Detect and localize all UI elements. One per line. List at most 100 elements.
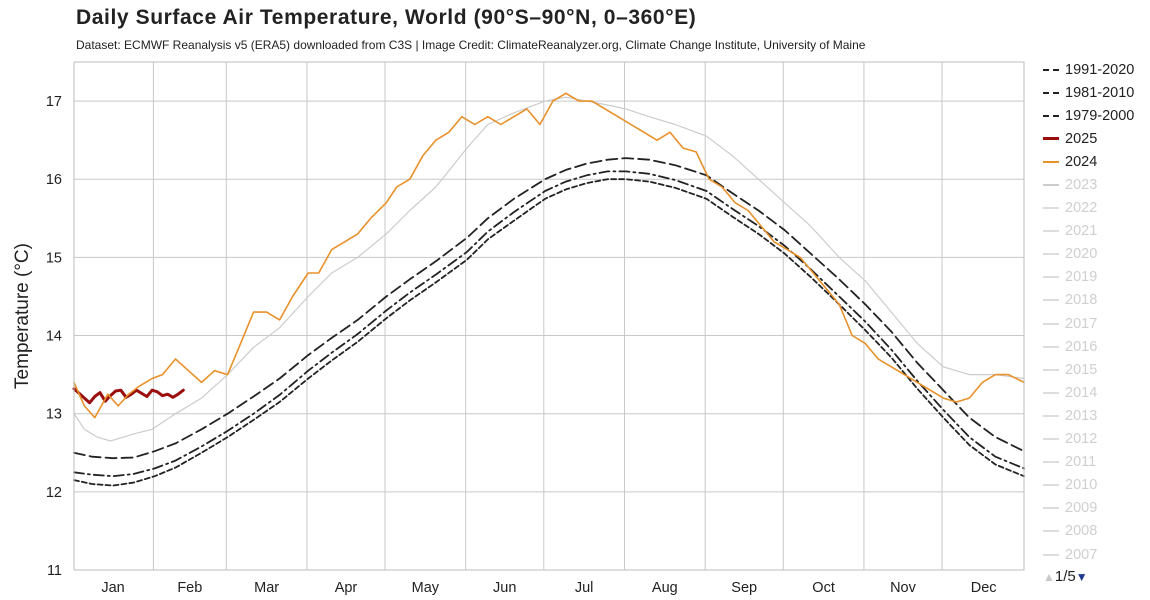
x-tick-label: Jan bbox=[101, 580, 124, 596]
legend-pager: ▲1/5▼ bbox=[1043, 568, 1088, 585]
legend-label: 2017 bbox=[1065, 315, 1098, 332]
legend-item-2024[interactable]: 2024 bbox=[1043, 150, 1150, 173]
series-line-1991-2020[interactable] bbox=[73, 157, 1025, 460]
x-tick-label: Oct bbox=[812, 580, 835, 596]
legend-swatch bbox=[1043, 137, 1059, 141]
chart-subtitle: Dataset: ECMWF Reanalysis v5 (ERA5) down… bbox=[76, 38, 866, 52]
legend-item-2016[interactable]: 2016 bbox=[1043, 335, 1150, 358]
legend-swatch bbox=[1043, 553, 1059, 556]
legend-item-2017[interactable]: 2017 bbox=[1043, 312, 1150, 335]
legend-swatch bbox=[1043, 414, 1059, 417]
x-tick-label: Aug bbox=[652, 580, 678, 596]
legend-label: 1979-2000 bbox=[1065, 107, 1135, 124]
legend-swatch bbox=[1043, 68, 1059, 71]
legend-swatch bbox=[1043, 530, 1059, 533]
x-tick-label: Feb bbox=[177, 580, 202, 596]
legend-item-2023[interactable]: 2023 bbox=[1043, 173, 1150, 196]
legend-label: 2009 bbox=[1065, 500, 1098, 517]
pager-label: 1/5 bbox=[1054, 568, 1076, 585]
legend-swatch bbox=[1043, 322, 1059, 325]
legend-item-2019[interactable]: 2019 bbox=[1043, 266, 1150, 289]
legend-item-2008[interactable]: 2008 bbox=[1043, 520, 1150, 543]
legend-label: 2024 bbox=[1065, 153, 1098, 170]
legend-swatch bbox=[1043, 438, 1059, 441]
grid-lines bbox=[74, 62, 1024, 571]
y-tick-label: 17 bbox=[46, 94, 62, 110]
series-lines bbox=[72, 92, 1025, 487]
legend-label: 2011 bbox=[1065, 454, 1097, 471]
legend-item-2009[interactable]: 2009 bbox=[1043, 497, 1150, 520]
legend-item-2025[interactable]: 2025 bbox=[1043, 127, 1150, 150]
y-tick-label: 16 bbox=[46, 172, 62, 188]
legend-swatch bbox=[1043, 461, 1059, 464]
legend-label: 2021 bbox=[1065, 223, 1098, 240]
triangle-up-icon[interactable]: ▲ bbox=[1043, 570, 1055, 584]
legend-label: 2010 bbox=[1065, 477, 1098, 494]
plot-frame bbox=[73, 61, 1025, 571]
legend-label: 2012 bbox=[1065, 431, 1098, 448]
legend-label: 2023 bbox=[1065, 177, 1098, 194]
legend-label: 2007 bbox=[1065, 546, 1098, 563]
legend: 1991-2020 1981-2010 1979-2000 2025 2024 2023 2… bbox=[1043, 58, 1150, 566]
legend-swatch bbox=[1043, 114, 1059, 117]
legend-swatch bbox=[1043, 230, 1059, 233]
chart-title: Daily Surface Air Temperature, World (90… bbox=[76, 6, 697, 29]
legend-item-2018[interactable]: 2018 bbox=[1043, 289, 1150, 312]
series-line-1981-2010[interactable] bbox=[73, 170, 1025, 478]
legend-swatch bbox=[1043, 391, 1059, 394]
y-tick-label: 14 bbox=[46, 329, 62, 345]
legend-item-2010[interactable]: 2010 bbox=[1043, 474, 1150, 497]
legend-item-2012[interactable]: 2012 bbox=[1043, 428, 1150, 451]
x-tick-label: Dec bbox=[971, 580, 997, 596]
legend-label: 2025 bbox=[1065, 130, 1098, 147]
legend-label: 2020 bbox=[1065, 246, 1098, 263]
x-tick-label: Mar bbox=[254, 580, 279, 596]
temperature-chart: 11 12 13 14 15 16 17 Jan Feb Mar Apr May Jun Jul Aug S… bbox=[12, 61, 1025, 596]
plot-border bbox=[73, 61, 1025, 571]
legend-label: 1991-2020 bbox=[1065, 61, 1135, 78]
legend-label: 2016 bbox=[1065, 338, 1098, 355]
legend-item-2020[interactable]: 2020 bbox=[1043, 243, 1150, 266]
legend-item-2021[interactable]: 2021 bbox=[1043, 220, 1150, 243]
legend-item-1991-2020[interactable]: 1991-2020 bbox=[1043, 58, 1150, 81]
legend-label: 2015 bbox=[1065, 361, 1098, 378]
legend-swatch bbox=[1043, 507, 1059, 510]
legend-label: 1981-2010 bbox=[1065, 84, 1135, 101]
legend-swatch bbox=[1043, 368, 1059, 371]
y-axis-label: Temperature (°C) bbox=[12, 243, 33, 389]
legend-label: 2022 bbox=[1065, 200, 1098, 217]
legend-item-2013[interactable]: 2013 bbox=[1043, 404, 1150, 427]
legend-label: 2019 bbox=[1065, 269, 1098, 286]
series-line-2025[interactable] bbox=[72, 387, 185, 405]
x-tick-label: Jul bbox=[575, 580, 594, 596]
x-tick-label: May bbox=[412, 580, 440, 596]
legend-label: 2014 bbox=[1065, 384, 1098, 401]
legend-label: 2018 bbox=[1065, 292, 1098, 309]
legend-item-2015[interactable]: 2015 bbox=[1043, 358, 1150, 381]
legend-swatch bbox=[1043, 345, 1059, 348]
triangle-down-icon[interactable]: ▼ bbox=[1075, 570, 1088, 584]
x-tick-label: Nov bbox=[890, 580, 917, 596]
x-tick-label: Sep bbox=[731, 580, 757, 596]
series-line-2024[interactable] bbox=[73, 92, 1025, 419]
legend-swatch bbox=[1043, 184, 1059, 187]
y-tick-label: 15 bbox=[46, 250, 62, 266]
y-tick-label: 13 bbox=[46, 407, 62, 423]
legend-item-1979-2000[interactable]: 1979-2000 bbox=[1043, 104, 1150, 127]
legend-swatch bbox=[1043, 253, 1059, 256]
legend-label: 2008 bbox=[1065, 523, 1098, 540]
series-line-1979-2000[interactable] bbox=[73, 178, 1025, 487]
x-tick-label: Jun bbox=[493, 580, 516, 596]
legend-item-2011[interactable]: 2011 bbox=[1043, 451, 1150, 474]
series-line-2023[interactable] bbox=[73, 96, 1025, 442]
legend-item-1981-2010[interactable]: 1981-2010 bbox=[1043, 81, 1150, 104]
legend-swatch bbox=[1043, 299, 1059, 302]
y-tick-label: 12 bbox=[46, 485, 62, 501]
legend-swatch bbox=[1043, 276, 1059, 279]
legend-item-2007[interactable]: 2007 bbox=[1043, 543, 1150, 566]
y-tick-label: 11 bbox=[47, 563, 62, 579]
legend-swatch bbox=[1043, 207, 1059, 210]
legend-item-2022[interactable]: 2022 bbox=[1043, 197, 1150, 220]
x-tick-label: Apr bbox=[335, 580, 358, 596]
legend-item-2014[interactable]: 2014 bbox=[1043, 381, 1150, 404]
